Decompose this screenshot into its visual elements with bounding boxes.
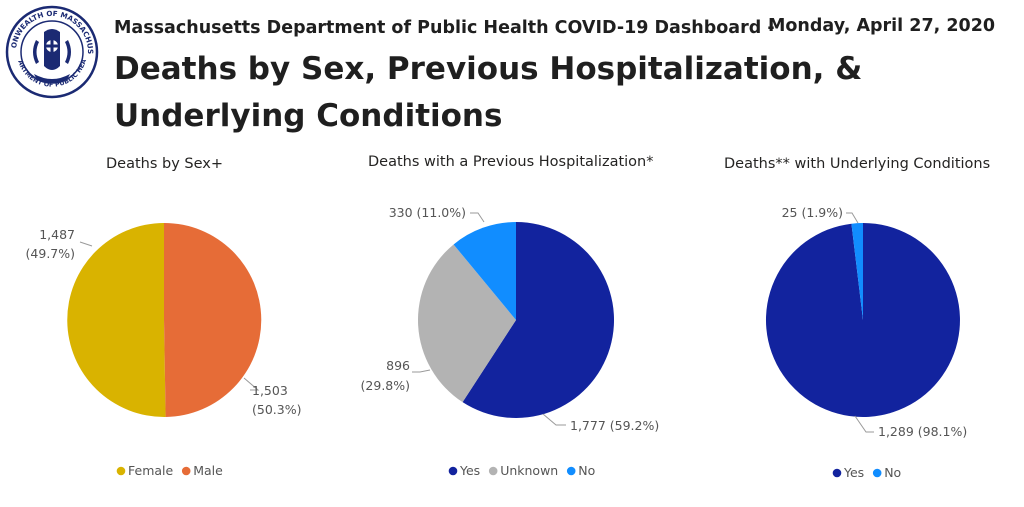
data-label-1-yes-label: 1,777 (59.2%) [570, 418, 659, 433]
pie-slice-0-male[interactable] [164, 222, 262, 417]
legend-label-1-yes[interactable]: Yes [459, 463, 480, 478]
legend-label-0-male[interactable]: Male [193, 463, 223, 478]
leader-line-1-unknown [412, 369, 431, 373]
legend-label-1-unknown[interactable]: Unknown [500, 463, 558, 478]
legend-marker-1-yes [448, 466, 458, 476]
leader-line-0-female [243, 377, 260, 391]
dashboard-subtitle: Massachusetts Department of Public Healt… [114, 18, 775, 38]
legend-label-1-no[interactable]: No [578, 463, 595, 478]
chart-title-hospitalization: Deaths with a Previous Hospitalization* [368, 154, 654, 170]
legend-marker-2-no [872, 468, 882, 478]
legend-marker-0-male [181, 466, 191, 476]
data-label-0-male-pct: (49.7%) [26, 246, 75, 261]
legend-marker-0-female [116, 466, 126, 476]
chart-title-sex: Deaths by Sex+ [106, 156, 224, 172]
leader-line-2-yes [854, 415, 874, 433]
report-date: Monday, April 27, 2020 [768, 16, 996, 36]
page-title: Deaths by Sex, Previous Hospitalization,… [114, 51, 863, 134]
data-label-0-female-label: 1,503 [252, 383, 288, 398]
data-label-2-yes-label: 1,289 (98.1%) [878, 424, 967, 439]
data-label-1-unknown-pct: (29.8%) [361, 378, 410, 393]
legend-label-2-yes[interactable]: Yes [843, 465, 864, 480]
legend-label-0-female[interactable]: Female [128, 463, 174, 478]
leader-line-2-no [846, 212, 859, 224]
pie-slice-1-yes[interactable] [462, 222, 615, 418]
legend-label-2-no[interactable]: No [884, 465, 901, 480]
leader-line-1-no [470, 212, 485, 223]
pie-slice-2-yes[interactable] [765, 223, 960, 418]
data-label-0-female-pct: (50.3%) [252, 402, 301, 417]
dph-seal-logo: COMMONWEALTH OF MASSACHUSETTS DEPARTMENT… [4, 4, 99, 99]
data-label-1-no-label: 330 (11.0%) [389, 205, 466, 220]
leader-line-1-yes [542, 413, 566, 426]
pie-slice-2-no[interactable] [851, 223, 863, 320]
leader-line-0-male [79, 241, 93, 247]
data-label-2-no-label: 25 (1.9%) [782, 205, 843, 220]
chart-title-underlying: Deaths** with Underlying Conditions [724, 156, 991, 172]
legend-marker-2-yes [832, 468, 842, 478]
data-label-1-unknown-label: 896 [386, 358, 410, 373]
data-label-0-male-label: 1,487 [39, 227, 75, 242]
pie-slice-1-unknown[interactable] [418, 244, 516, 403]
pie-slice-1-no[interactable] [453, 222, 516, 320]
pie-slice-0-female[interactable] [67, 223, 166, 417]
legend-marker-1-unknown [488, 466, 498, 476]
legend-marker-1-no [566, 466, 576, 476]
